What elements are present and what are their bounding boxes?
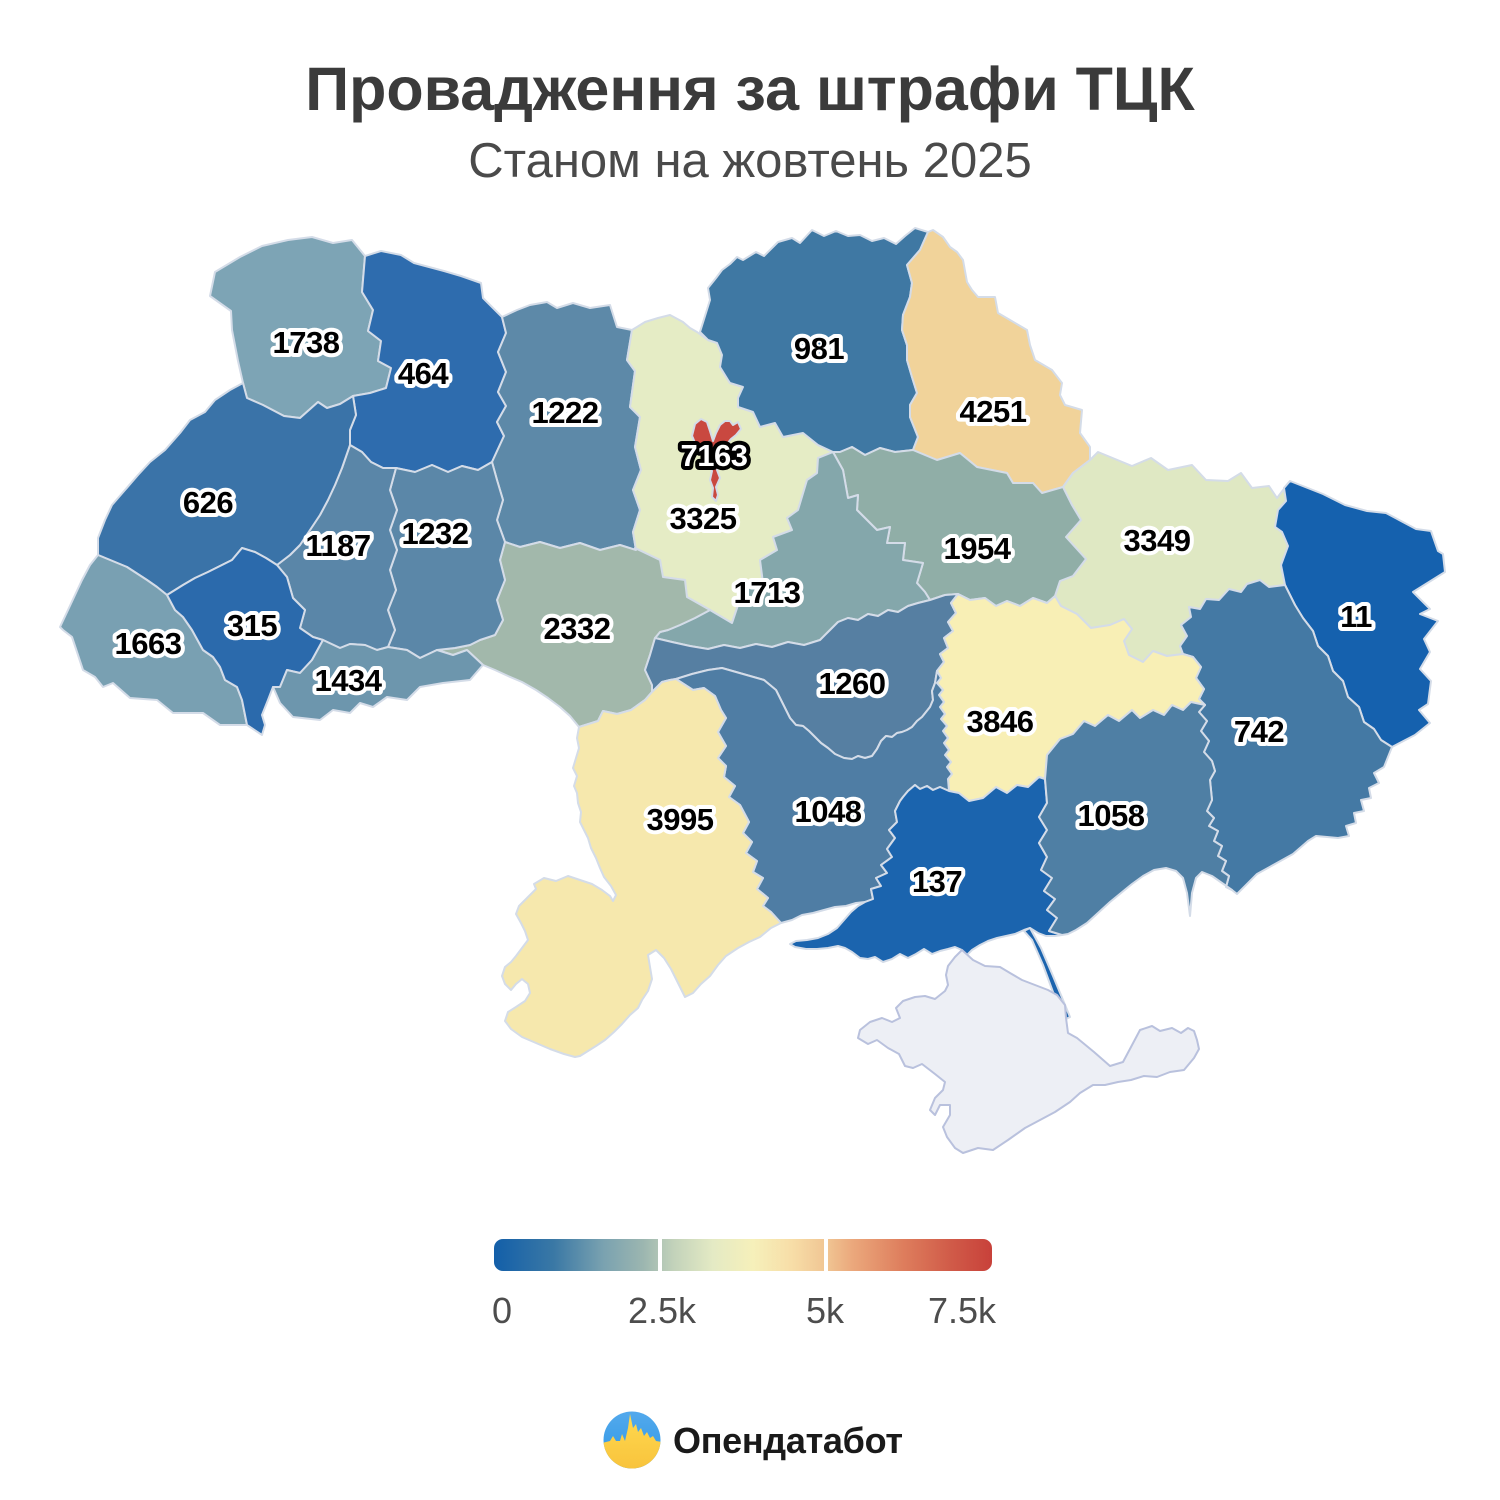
svg-text:1954: 1954: [944, 531, 1012, 566]
svg-text:1738: 1738: [273, 325, 340, 360]
svg-text:7163: 7163: [681, 438, 748, 473]
svg-text:626: 626: [183, 485, 233, 520]
svg-text:464: 464: [398, 356, 449, 391]
svg-text:981: 981: [794, 331, 844, 366]
svg-text:2332: 2332: [544, 611, 611, 646]
svg-text:1048: 1048: [795, 794, 862, 829]
svg-text:1222: 1222: [532, 395, 599, 430]
svg-text:3349: 3349: [1124, 523, 1191, 558]
svg-text:1187: 1187: [305, 528, 370, 563]
svg-text:4251: 4251: [960, 394, 1027, 429]
svg-text:11: 11: [1340, 599, 1372, 634]
svg-text:742: 742: [1234, 714, 1284, 749]
svg-text:1713: 1713: [734, 575, 801, 610]
svg-text:1232: 1232: [402, 516, 469, 551]
svg-text:1434: 1434: [315, 663, 383, 698]
svg-text:3846: 3846: [967, 704, 1034, 739]
svg-text:137: 137: [912, 864, 962, 899]
svg-text:3995: 3995: [647, 802, 714, 837]
svg-text:315: 315: [227, 608, 277, 643]
svg-text:1058: 1058: [1078, 798, 1145, 833]
svg-text:3325: 3325: [670, 501, 737, 536]
svg-text:1260: 1260: [819, 666, 886, 701]
svg-text:1663: 1663: [115, 626, 182, 661]
